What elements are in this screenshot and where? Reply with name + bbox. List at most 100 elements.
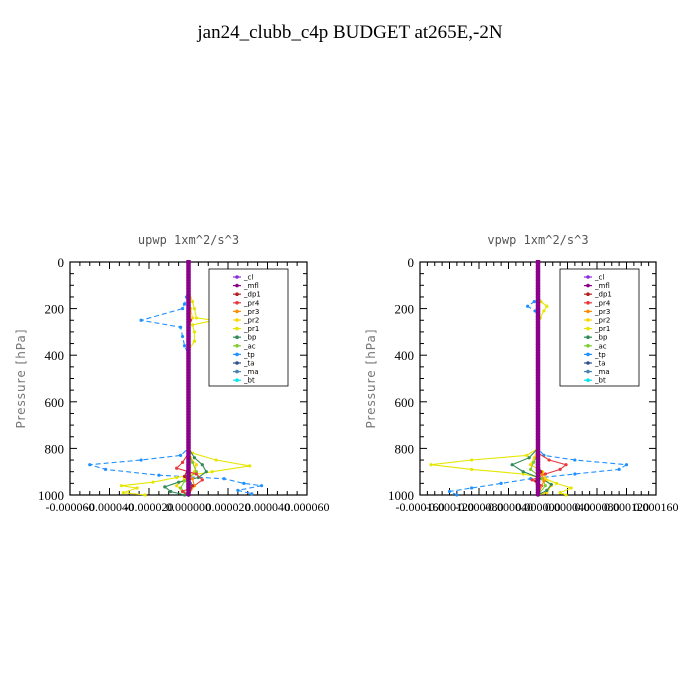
zero-line-marker xyxy=(535,480,541,485)
legend-marker-ta xyxy=(586,361,590,365)
series-point-pr1 xyxy=(214,458,218,462)
zero-line-marker xyxy=(186,447,191,452)
zero-line-marker xyxy=(186,301,191,306)
series-point-tp xyxy=(88,463,92,467)
legend-marker-pr4 xyxy=(586,301,590,305)
zero-line-marker xyxy=(186,329,191,334)
zero-line-marker xyxy=(535,402,541,407)
series-point-tp xyxy=(259,484,264,488)
legend-marker-cl xyxy=(586,275,590,279)
zero-line-marker xyxy=(186,383,191,388)
zero-line-marker xyxy=(535,355,541,360)
legend-marker-ma xyxy=(586,369,590,374)
y-tick-label: 600 xyxy=(395,395,415,410)
legend-marker-pr1 xyxy=(586,326,590,331)
zero-line-marker xyxy=(186,461,191,466)
legend-marker-tp xyxy=(586,352,590,357)
zero-line-marker xyxy=(535,285,541,290)
zero-line-marker xyxy=(535,450,541,455)
series-point-pr1 xyxy=(121,491,125,495)
series-point-tp xyxy=(180,307,185,311)
zero-line-marker xyxy=(535,335,541,340)
zero-line-marker xyxy=(535,273,541,278)
series-point-pr1 xyxy=(151,480,155,484)
x-tick-label: 0.000120 xyxy=(604,500,649,514)
series-point-ac xyxy=(531,460,536,464)
zero-line-marker xyxy=(186,419,191,424)
zero-line-marker xyxy=(535,374,541,379)
zero-line-marker xyxy=(186,279,191,284)
zero-line-marker xyxy=(186,399,191,404)
series-point-tp xyxy=(139,318,143,322)
series-point-tp xyxy=(470,486,474,490)
zero-line-marker xyxy=(186,397,191,402)
legend-label-pr4: _pr4 xyxy=(243,299,260,307)
legend-marker-ma xyxy=(235,369,239,374)
zero-line-marker xyxy=(186,357,191,362)
legend-label-ac: _ac xyxy=(594,342,607,350)
legend-label-ta: _ta xyxy=(243,360,255,368)
series-point-tp xyxy=(179,453,183,457)
zero-line-marker xyxy=(186,321,191,326)
series-point-pr4 xyxy=(180,489,185,494)
series-point-ac xyxy=(179,486,183,490)
zero-line-marker xyxy=(186,285,191,290)
series-point-dp1 xyxy=(190,484,195,488)
legend-label-pr2: _pr2 xyxy=(594,317,610,325)
series-point-pr2 xyxy=(543,477,547,481)
y-tick-label: 600 xyxy=(45,395,65,410)
zero-line-marker xyxy=(535,352,541,357)
series-point-pr2 xyxy=(545,491,549,495)
zero-line-marker xyxy=(535,408,541,413)
zero-line-marker xyxy=(535,489,541,494)
x-tick-label: -0.000020 xyxy=(125,500,174,514)
zero-line-marker xyxy=(535,299,541,304)
zero-line-marker xyxy=(186,299,191,304)
x-tick-label: 0.000060 xyxy=(285,500,330,514)
zero-line-marker xyxy=(186,388,191,393)
series-point-ac xyxy=(182,479,187,483)
series-point-pr1 xyxy=(175,475,179,480)
y-tick-label: 800 xyxy=(45,441,65,456)
series-line-tp xyxy=(89,262,262,495)
zero-line-marker xyxy=(535,438,541,443)
zero-line-marker xyxy=(535,436,541,441)
series-point-pr1 xyxy=(564,493,568,497)
series-point-pr4 xyxy=(530,478,534,482)
x-tick-label: 0.000080 xyxy=(575,500,620,514)
series-point-bp xyxy=(177,480,181,484)
legend-marker-tp xyxy=(235,352,239,357)
zero-line-marker xyxy=(535,332,541,337)
zero-line-marker xyxy=(186,427,191,432)
legend-marker-mfl xyxy=(235,283,239,288)
legend-label-dp1: _dp1 xyxy=(243,291,261,299)
zero-line-marker xyxy=(186,260,191,264)
x-tick-label: -0.000040 xyxy=(85,500,134,514)
zero-line-marker xyxy=(535,424,541,429)
x-tick-label: -0.000040 xyxy=(484,500,533,514)
legend-marker-mfl xyxy=(586,283,590,288)
x-tick-label: 0.000000 xyxy=(516,500,561,514)
series-point-ac xyxy=(190,460,195,464)
series-point-tp xyxy=(182,302,187,306)
series-point-pr1 xyxy=(429,463,433,467)
zero-line-marker xyxy=(535,366,541,371)
zero-line-marker xyxy=(186,282,191,287)
zero-line-marker xyxy=(535,329,541,334)
series-point-bp xyxy=(169,489,173,494)
zero-line-marker xyxy=(186,416,191,421)
legend-label-dp1: _dp1 xyxy=(594,291,612,299)
series-point-pr1 xyxy=(192,330,197,334)
series-point-ac xyxy=(529,467,533,471)
zero-line-marker xyxy=(535,296,541,301)
series-point-pr2 xyxy=(529,463,533,467)
legend-box xyxy=(559,268,640,387)
zero-line-marker xyxy=(186,324,191,329)
zero-line-marker xyxy=(186,452,191,457)
series-point-pr1 xyxy=(470,458,474,462)
series-point-ac xyxy=(194,470,198,474)
legend-label-ma: _ma xyxy=(594,368,610,376)
zero-line-marker xyxy=(535,268,541,273)
zero-line-marker xyxy=(186,410,191,415)
zero-line-marker xyxy=(535,324,541,329)
